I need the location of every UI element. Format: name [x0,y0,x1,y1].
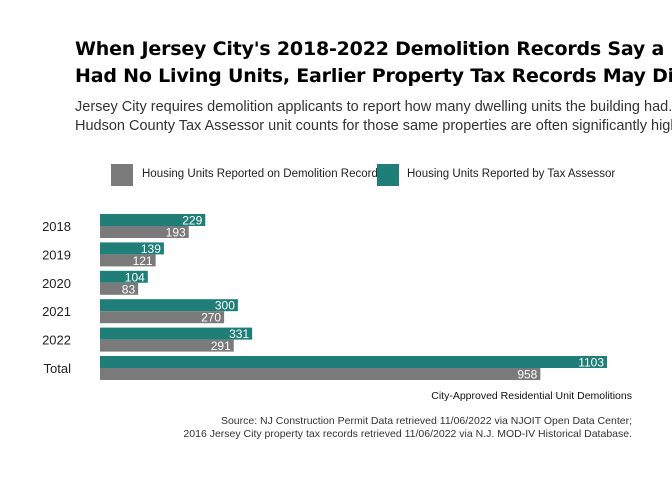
data-label-assessor-2021: 300 [215,299,235,313]
chart-subtitle: Jersey City requires demolition applican… [75,98,672,136]
bar-assessor-2019 [100,242,164,255]
data-label-demolition-2021: 270 [201,311,221,325]
bar-demolition-2019 [100,254,156,267]
bar-assessor-2022 [100,327,253,340]
legend-label-demolition: Housing Units Reported on Demolition Rec… [142,168,384,180]
legend-swatch-assessor [377,164,399,186]
y-tick-label-2022: 2022 [42,333,71,348]
bar-assessor-total [100,356,607,368]
source-note-line-2: 2016 Jersey City property tax records re… [183,428,632,440]
y-tick-label-2019: 2019 [42,247,71,262]
data-label-assessor-2018: 229 [182,214,202,228]
chart-title: When Jersey City's 2018-2022 Demolition … [75,36,672,90]
y-tick-label-2020: 2020 [42,276,71,291]
bar-demolition-total [100,368,541,380]
bar-assessor-2018 [100,214,206,226]
data-label-assessor-2019: 139 [141,242,161,256]
chart-title-line-1: When Jersey City's 2018-2022 Demolition … [75,38,672,60]
legend-label-assessor: Housing Units Reported by Tax Assessor [407,168,616,180]
data-label-demolition-2020: 83 [122,282,136,296]
bar-assessor-2020 [100,270,148,283]
data-label-demolition-2022: 291 [211,339,231,353]
y-tick-label-total: Total [44,361,72,376]
chart-subtitle-line-1: Jersey City requires demolition applican… [75,99,672,115]
data-label-demolition-2018: 193 [166,226,186,240]
source-note: Source: NJ Construction Permit Data retr… [183,415,632,441]
bar-assessor-2021 [100,299,238,312]
bar-demolition-2018 [100,226,189,238]
chart-title-line-2: Had No Living Units, Earlier Property Ta… [75,65,672,87]
source-note-line-1: Source: NJ Construction Permit Data retr… [220,415,632,427]
bar-demolition-2020 [100,282,139,295]
bar-demolition-2021 [100,311,225,324]
chart-subtitle-line-2: Hudson County Tax Assessor unit counts f… [75,118,672,134]
data-label-demolition-total: 958 [517,368,537,382]
data-label-assessor-total: 1103 [578,356,604,370]
legend-swatch-demolition [111,164,133,186]
data-label-demolition-2019: 121 [133,254,153,268]
x-axis-caption: City-Approved Residential Unit Demolitio… [431,390,632,402]
data-label-assessor-2020: 104 [125,270,145,284]
data-label-assessor-2022: 331 [229,327,249,341]
bar-demolition-2022 [100,339,234,352]
y-tick-label-2018: 2018 [42,219,71,234]
y-tick-label-2021: 2021 [42,304,71,319]
